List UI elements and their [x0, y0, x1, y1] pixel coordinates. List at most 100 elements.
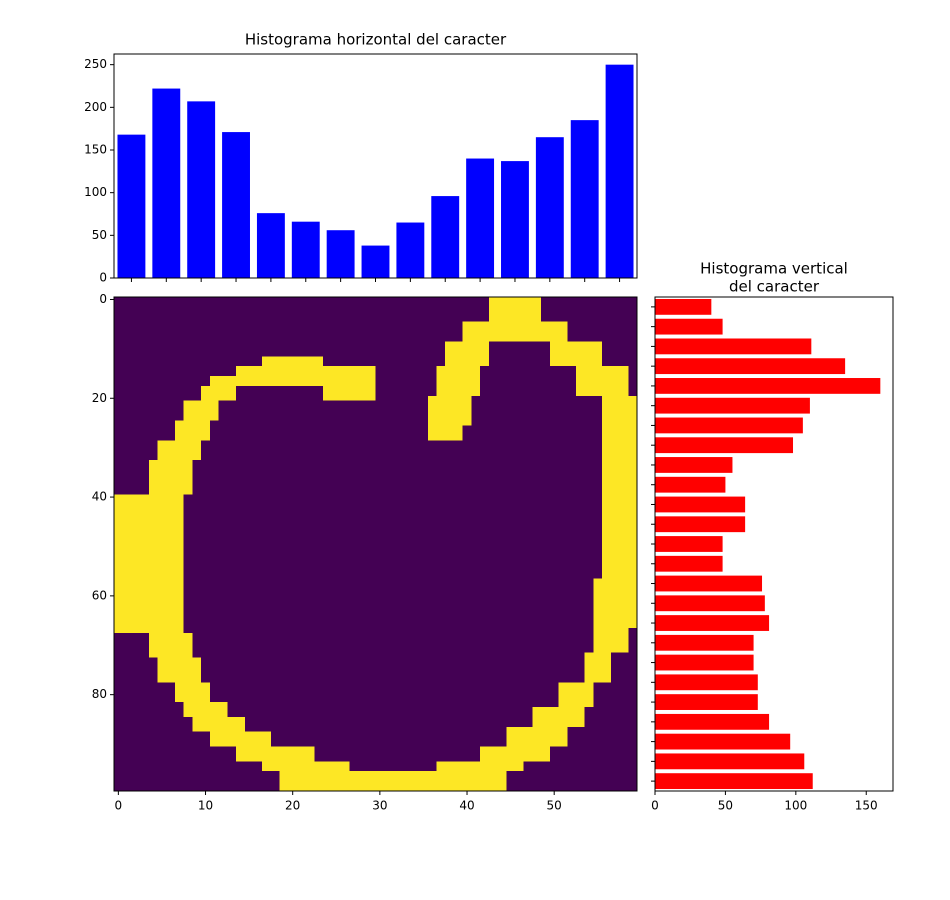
image-region — [593, 627, 629, 653]
bar — [655, 674, 758, 691]
image-region — [183, 702, 228, 717]
image-region — [427, 395, 472, 426]
y-tick-label: 250 — [84, 57, 107, 71]
x-tick-label: 0 — [651, 799, 659, 813]
bar — [291, 221, 320, 278]
image-region — [236, 746, 315, 762]
axes-frame — [654, 296, 894, 792]
bar — [655, 516, 746, 533]
bar — [655, 358, 846, 375]
image-region — [575, 366, 629, 396]
x-tick-label: 50 — [547, 799, 562, 813]
image-region — [209, 376, 376, 386]
image-region — [175, 420, 210, 441]
y-tick-label: 40 — [92, 490, 107, 504]
x-tick-label: 100 — [784, 799, 807, 813]
bar — [222, 132, 250, 278]
bar — [655, 496, 746, 513]
axes-frame — [113, 53, 638, 279]
image-region — [262, 761, 350, 772]
image-region — [114, 494, 184, 633]
axes-frame — [113, 296, 638, 792]
x-tick-label: 0 — [115, 799, 123, 813]
x-tick-label: 30 — [372, 799, 387, 813]
bar — [655, 417, 803, 434]
bar — [655, 298, 712, 315]
bar — [187, 101, 216, 278]
chart-title: del caracter — [729, 278, 820, 296]
image-region — [279, 771, 507, 791]
x-tick-label: 20 — [285, 799, 300, 813]
image-region — [532, 707, 585, 727]
chart-title: Histograma horizontal del caracter — [245, 31, 507, 49]
bar — [655, 595, 765, 612]
image-region — [209, 731, 271, 747]
bar — [655, 733, 791, 750]
bar — [655, 536, 723, 552]
bar — [396, 222, 425, 278]
image-region — [175, 682, 210, 703]
bar — [655, 437, 794, 454]
bar — [655, 713, 770, 730]
bar — [535, 137, 564, 278]
bar — [466, 158, 495, 278]
image-region — [183, 400, 219, 421]
image-region — [157, 440, 202, 461]
image-region — [436, 366, 481, 396]
chart-title: Histograma vertical — [700, 260, 848, 278]
bar — [431, 196, 460, 278]
bar — [655, 753, 805, 770]
bar — [361, 245, 390, 278]
image-region — [462, 321, 568, 342]
image-region — [593, 578, 637, 628]
y-tick-label: 0 — [99, 292, 107, 306]
bar — [655, 555, 723, 572]
bar — [326, 230, 355, 278]
bar — [655, 338, 812, 355]
y-tick-label: 100 — [84, 185, 107, 199]
image-region — [549, 341, 603, 367]
bar — [152, 88, 181, 278]
image-region — [323, 385, 376, 401]
bar — [570, 120, 599, 278]
bar — [501, 161, 529, 278]
y-tick-label: 60 — [92, 588, 107, 602]
x-tick-label: 150 — [855, 799, 878, 813]
bar — [655, 634, 754, 651]
image-region — [148, 632, 193, 658]
image-region — [201, 385, 237, 401]
y-tick-label: 80 — [92, 687, 107, 701]
y-tick-label: 20 — [92, 391, 107, 405]
image-region — [584, 652, 611, 683]
y-tick-label: 150 — [84, 143, 107, 157]
image-region — [262, 356, 324, 367]
bar — [655, 397, 810, 414]
bar — [655, 694, 758, 710]
image-region — [488, 297, 542, 322]
y-tick-label: 200 — [84, 100, 107, 114]
bar — [117, 134, 146, 278]
bar — [655, 318, 723, 335]
image-region — [427, 425, 463, 441]
bar — [655, 575, 763, 592]
bar — [655, 654, 754, 671]
image-region — [436, 761, 524, 772]
bar — [655, 773, 813, 790]
bar — [655, 476, 726, 493]
image-region — [558, 682, 594, 708]
image-region — [236, 366, 376, 377]
y-tick-label: 0 — [99, 271, 107, 285]
image-region — [506, 726, 568, 747]
bar — [655, 615, 770, 631]
image-region — [192, 716, 245, 732]
bar — [256, 213, 285, 278]
bar — [655, 457, 733, 473]
bar — [605, 64, 634, 279]
y-tick-label: 50 — [92, 228, 107, 242]
bar — [655, 378, 881, 394]
image-region — [480, 746, 550, 762]
x-tick-label: 50 — [718, 799, 733, 813]
x-tick-label: 40 — [459, 799, 474, 813]
x-tick-label: 10 — [198, 799, 213, 813]
